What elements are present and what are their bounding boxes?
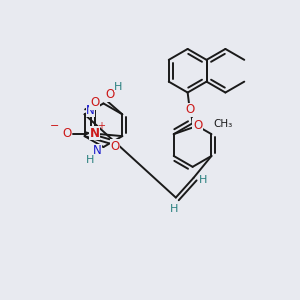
- Text: H: H: [200, 175, 208, 185]
- Text: O: O: [185, 103, 195, 116]
- Text: H: H: [114, 82, 122, 92]
- Text: H: H: [169, 204, 178, 214]
- Text: +: +: [98, 121, 106, 131]
- Text: N: N: [90, 127, 100, 140]
- Text: H: H: [85, 155, 94, 165]
- Text: O: O: [106, 88, 115, 101]
- Text: O: O: [193, 119, 202, 132]
- Text: O: O: [111, 140, 120, 152]
- Text: CH₃: CH₃: [213, 119, 232, 129]
- Text: N: N: [93, 145, 102, 158]
- Text: O: O: [90, 96, 99, 109]
- Text: −: −: [50, 121, 60, 131]
- Text: O: O: [62, 127, 71, 140]
- Text: N: N: [86, 104, 95, 117]
